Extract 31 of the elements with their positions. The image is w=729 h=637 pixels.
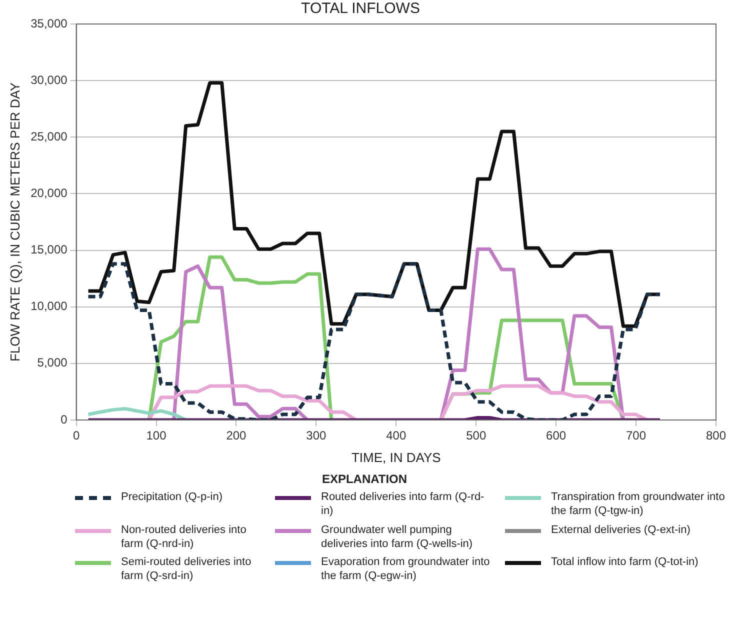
chart-title: TOTAL INFLOWS	[301, 0, 420, 18]
x-tick-label: 200	[226, 428, 247, 443]
x-tick-label: 800	[706, 428, 726, 443]
y-tick-label: 35,000	[30, 16, 68, 30]
legend-label: Routed deliveries into farm (Q-rd-in)	[321, 490, 486, 519]
x-tick-label: 400	[386, 428, 406, 443]
x-tick-label: 100	[146, 428, 167, 443]
legend-label: Non-routed deliveries into farm (Q-nrd-in)	[121, 522, 248, 552]
x-tick-label: 500	[466, 428, 486, 443]
y-axis-title: FLOW RATE (Q), IN CUBIC METERS PER DAY	[7, 82, 22, 362]
y-tick-label: 20,000	[30, 186, 68, 200]
legend-label: Semi-routed deliveries into farm (Q-srd-in)	[121, 555, 252, 584]
x-tick-label: 300	[306, 428, 327, 443]
legend-label: Precipitation (Q-p-in)	[121, 490, 224, 504]
y-tick-label: 25,000	[30, 129, 68, 144]
legend-title: EXPLANATION	[320, 472, 408, 486]
y-tick-label: 30,000	[30, 72, 68, 87]
line-series	[86, 262, 662, 420]
y-tick-label: 15,000	[30, 242, 68, 257]
y-tick-label: 5,000	[37, 356, 68, 370]
x-axis-title: TIME, IN DAYS	[351, 450, 442, 465]
x-tick-label: 700	[626, 428, 646, 443]
legend-label: Evaporation from groundwater into the farm (Q-egw-in)	[321, 555, 491, 584]
legend-label: Groundwater well pumping deliveries into farm (Q-wells-in)	[321, 522, 474, 552]
legend-label: Transpiration from groundwater into the farm (Q-tgw-in)	[551, 490, 726, 519]
x-tick-label: 0	[72, 428, 80, 443]
legend-label: Total inflow into farm (Q-tot-in)	[551, 555, 700, 570]
y-tick-label: 10,000	[30, 299, 68, 314]
x-tick-label: 600	[546, 428, 566, 443]
legend-label: External deliveries (Q-ext-in)	[551, 522, 692, 537]
y-tick-label: 0	[60, 412, 68, 426]
